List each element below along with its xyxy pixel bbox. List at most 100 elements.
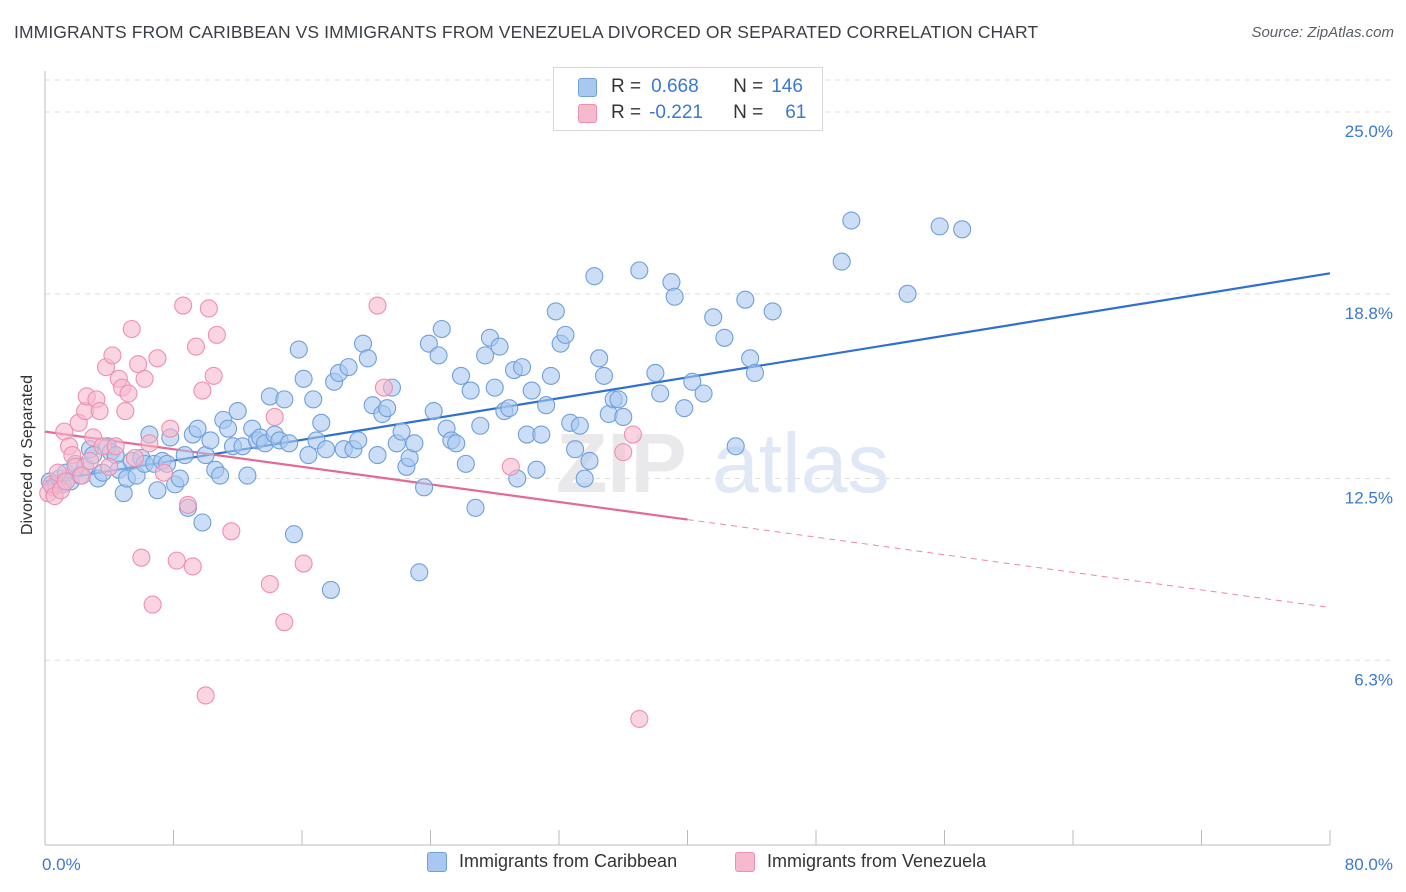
caribbean-point [275, 390, 294, 409]
venezuela-point [260, 575, 279, 594]
n-label: N = [733, 76, 764, 97]
venezuela-point [204, 366, 223, 385]
venezuela-point [623, 425, 642, 444]
y-tick-label: 25.0% [1345, 122, 1393, 141]
caribbean-point [456, 454, 475, 473]
caribbean-point [201, 431, 220, 450]
tick-labels: 6.3% 12.5% 18.8% 25.0% 0.0% 80.0% [42, 122, 1393, 874]
series-legend: Immigrants from Caribbean Immigrants fro… [0, 851, 1406, 879]
caribbean-point [299, 446, 318, 465]
y-tick-label: 18.8% [1345, 304, 1393, 323]
caribbean-point [580, 451, 599, 470]
venezuela-point [90, 402, 109, 421]
caribbean-point [704, 308, 723, 327]
caribbean-point [451, 366, 471, 385]
caribbean-point [694, 384, 713, 403]
y-tick-label: 12.5% [1345, 489, 1393, 508]
caribbean-point [614, 407, 633, 427]
venezuela-point [183, 557, 202, 576]
caribbean-point [546, 302, 565, 321]
caribbean-point [321, 580, 340, 599]
legend-label: Immigrants from Venezuela [767, 851, 987, 871]
caribbean-point [476, 346, 495, 365]
caribbean-point [630, 261, 649, 280]
venezuela-point [630, 709, 649, 728]
caribbean-point [842, 211, 861, 230]
source-credit: Source: ZipAtlas.com [1251, 24, 1394, 41]
venezuela-point [80, 451, 100, 470]
venezuela-point [199, 299, 218, 318]
caribbean-point [148, 481, 167, 500]
caribbean-point [424, 402, 443, 421]
stats-row-venezuela: R = -0.221 N = 61 [578, 101, 806, 125]
stats-legend: R = 0.668 N = 146 R = -0.221 N = 61 [553, 67, 823, 131]
caribbean-point [193, 513, 212, 532]
caribbean-point [532, 425, 551, 444]
venezuela-point [178, 495, 198, 514]
caribbean-point [485, 378, 504, 397]
venezuela-swatch [578, 103, 597, 123]
venezuela-point [132, 548, 151, 567]
venezuela-point [140, 434, 159, 453]
caribbean-point [358, 349, 377, 368]
caribbean-point [317, 440, 336, 459]
caribbean-point [651, 384, 670, 403]
caribbean-point [898, 284, 917, 303]
caribbean-point [175, 446, 194, 465]
caribbean-point [289, 340, 308, 359]
caribbean-point [471, 416, 490, 435]
venezuela-point [294, 554, 313, 573]
caribbean-swatch [578, 77, 597, 97]
venezuela-point [193, 381, 212, 400]
axes [44, 71, 1331, 846]
caribbean-point [609, 390, 628, 409]
n-value: 146 [771, 76, 803, 97]
legend-item-venezuela: Immigrants from Venezuela [735, 851, 986, 872]
watermark: ZIP atlas [556, 416, 889, 510]
venezuela-point [116, 402, 135, 421]
venezuela-swatch [735, 851, 755, 872]
caribbean-point [170, 469, 189, 488]
caribbean-point [339, 358, 358, 377]
caribbean-point [715, 328, 734, 347]
caribbean-point [211, 466, 230, 485]
caribbean-point [662, 273, 681, 292]
caribbean-point [419, 334, 438, 353]
caribbean-point [726, 437, 745, 456]
caribbean-point [930, 217, 949, 236]
venezuela-point [143, 595, 162, 614]
r-value: -0.221 [649, 102, 703, 123]
venezuela-point [161, 419, 180, 438]
y-tick-label: 6.3% [1354, 670, 1393, 689]
venezuela-point [222, 522, 241, 541]
watermark-atlas: atlas [712, 416, 889, 510]
caribbean-point [447, 434, 466, 453]
legend-item-caribbean: Immigrants from Caribbean [427, 851, 677, 872]
legend-label: Immigrants from Caribbean [459, 851, 678, 871]
caribbean-point [556, 325, 575, 344]
caribbean-point [392, 422, 411, 441]
caribbean-swatch [427, 851, 447, 872]
caribbean-point [349, 431, 368, 450]
caribbean-point [575, 469, 594, 488]
caribbean-point [304, 390, 323, 409]
venezuela-point [275, 613, 294, 632]
r-label: R = [611, 102, 642, 123]
venezuela-point [135, 369, 154, 388]
caribbean-point [522, 381, 541, 400]
caribbean-point [570, 416, 589, 435]
caribbean-point [294, 369, 313, 388]
venezuela-point [501, 457, 520, 476]
venezuela-point [368, 296, 387, 315]
venezuela-point [265, 407, 284, 427]
caribbean-point [405, 434, 424, 453]
venezuela-point [122, 319, 141, 339]
caribbean-point [537, 396, 556, 415]
caribbean-point [763, 302, 782, 321]
venezuela-trend-extension [687, 519, 1331, 609]
x-tick-label: 0.0% [42, 855, 81, 874]
data-points [39, 211, 972, 728]
caribbean-point [541, 366, 561, 385]
caribbean-point [527, 460, 546, 479]
